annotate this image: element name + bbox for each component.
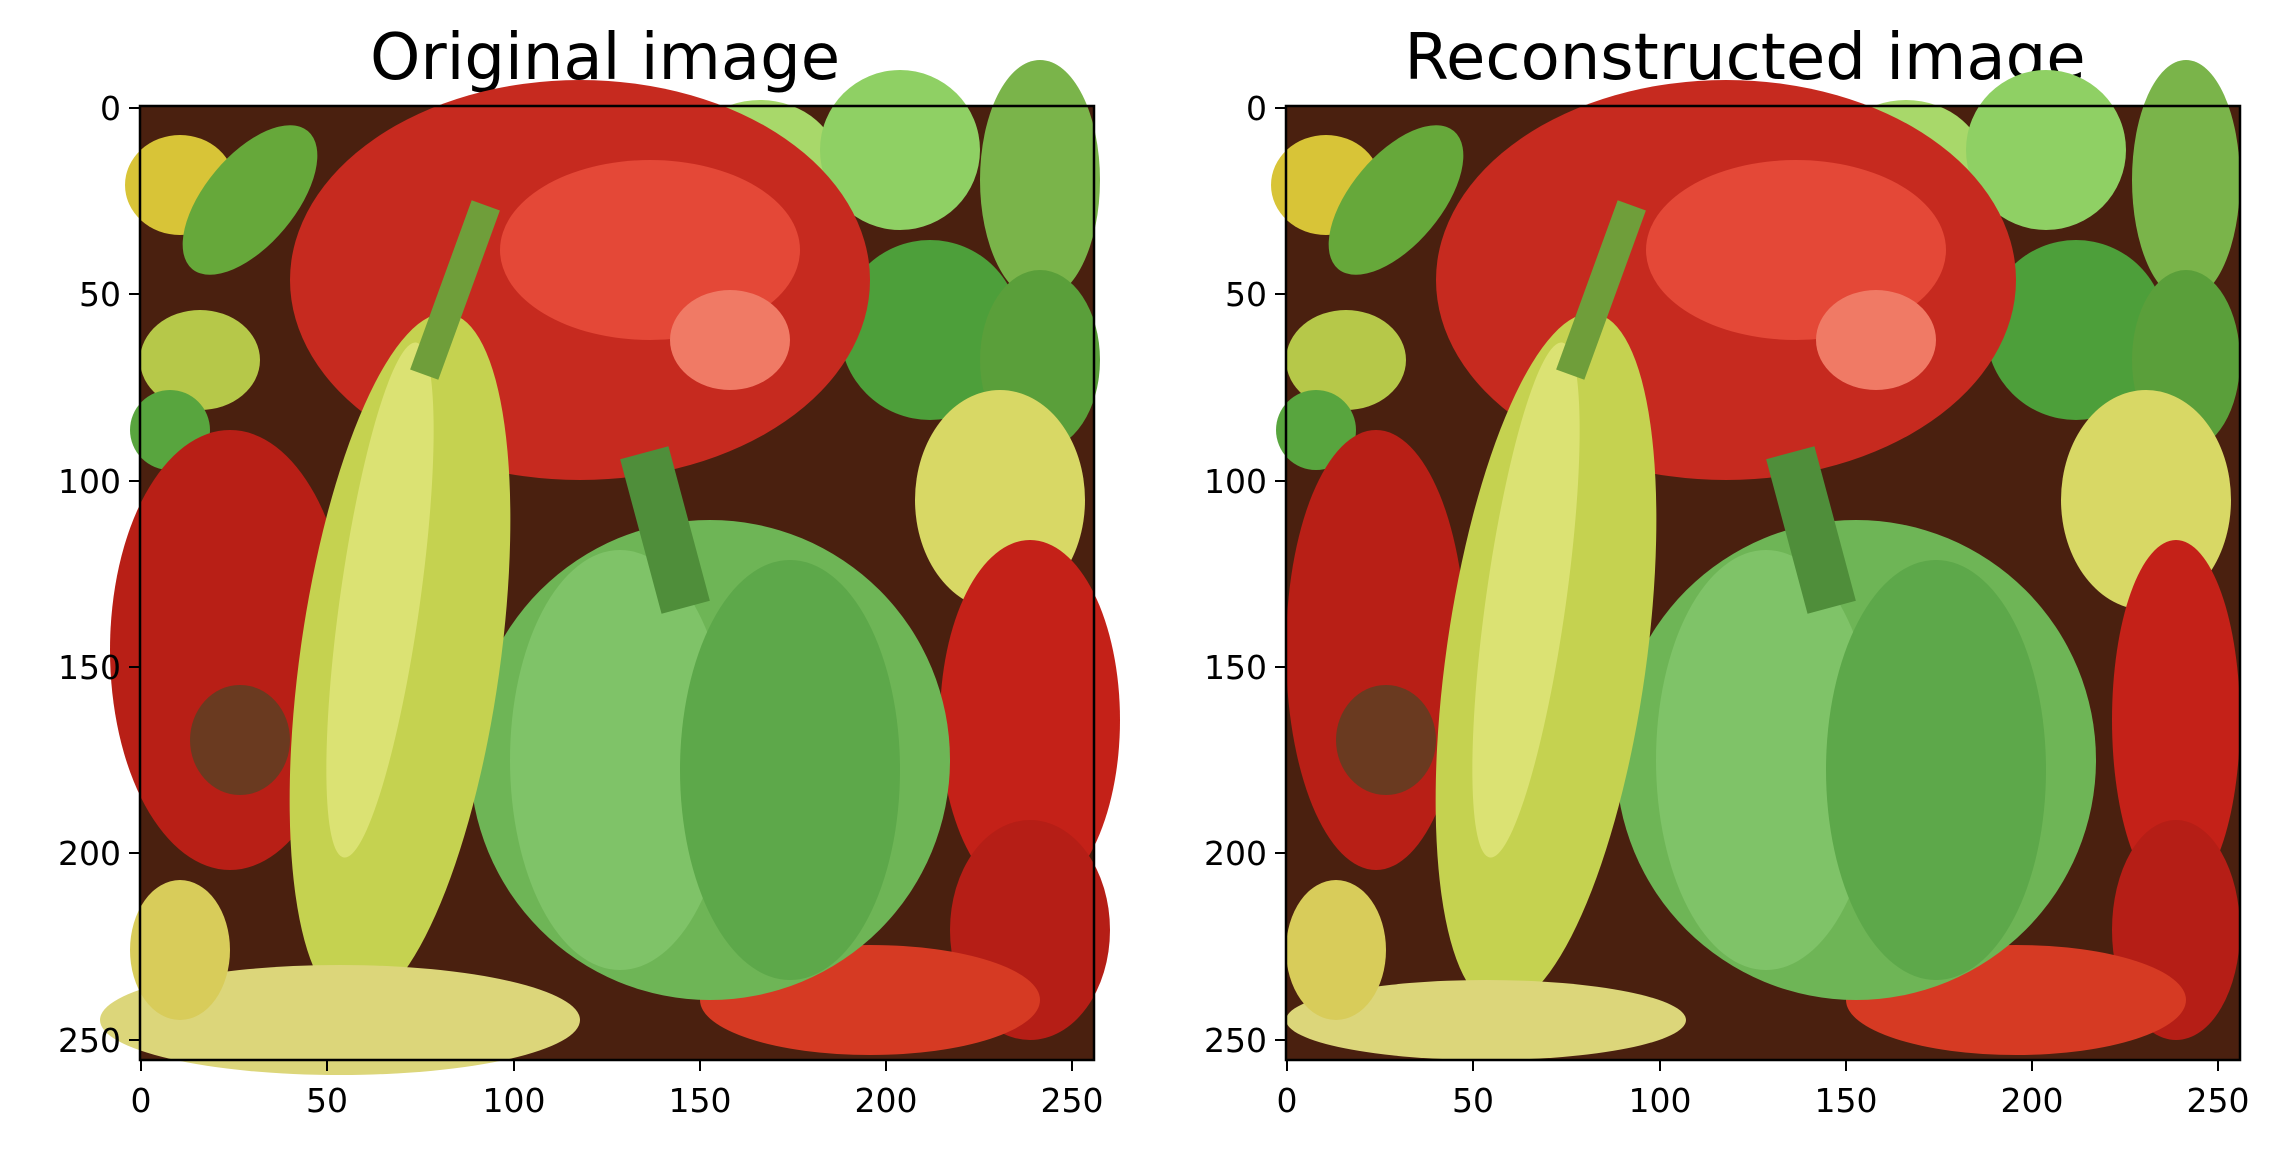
original-image-panel: Original image xyxy=(0,0,1130,1159)
x-tick-label: 100 xyxy=(483,1081,546,1120)
y-tick-label: 150 xyxy=(1204,648,1267,687)
x-tick-label: 250 xyxy=(1041,1081,1104,1120)
y-tick-label: 100 xyxy=(1204,462,1267,501)
y-tick-label: 250 xyxy=(1204,1021,1267,1060)
x-tick-label: 200 xyxy=(2001,1081,2064,1120)
original-y-ticks: 0 50 100 150 200 250 xyxy=(58,89,140,1060)
reconstructed-peppers-image xyxy=(1271,60,2240,1060)
y-tick-label: 0 xyxy=(1246,89,1267,128)
y-tick-label: 50 xyxy=(79,275,121,314)
original-x-ticks: 0 50 100 150 200 250 xyxy=(131,1060,1104,1120)
x-tick-label: 0 xyxy=(131,1081,152,1120)
reconstructed-image-panel: Reconstructed image xyxy=(1140,0,2270,1159)
y-tick-label: 250 xyxy=(58,1021,121,1060)
y-tick-label: 200 xyxy=(58,834,121,873)
x-tick-label: 150 xyxy=(669,1081,732,1120)
x-tick-label: 50 xyxy=(1452,1081,1494,1120)
x-tick-label: 200 xyxy=(855,1081,918,1120)
y-tick-label: 150 xyxy=(58,648,121,687)
y-tick-label: 0 xyxy=(100,89,121,128)
x-tick-label: 150 xyxy=(1815,1081,1878,1120)
y-tick-label: 100 xyxy=(58,462,121,501)
x-tick-label: 50 xyxy=(306,1081,348,1120)
reconstructed-image-axes: 0 50 100 150 200 250 0 50 100 150 200 25… xyxy=(1204,60,2250,1120)
y-tick-label: 50 xyxy=(1225,275,1267,314)
x-tick-label: 100 xyxy=(1629,1081,1692,1120)
original-axes-frame xyxy=(138,104,1096,1062)
y-tick-label: 200 xyxy=(1204,834,1267,873)
original-peppers-image xyxy=(100,60,1120,1075)
x-tick-label: 250 xyxy=(2187,1081,2250,1120)
reconstructed-axes-frame xyxy=(1284,104,2242,1062)
x-tick-label: 0 xyxy=(1277,1081,1298,1120)
reconstructed-x-ticks: 0 50 100 150 200 250 xyxy=(1277,1060,2250,1120)
original-image-axes: 0 50 100 150 200 250 0 50 100 150 200 25… xyxy=(58,60,1120,1120)
reconstructed-y-ticks: 0 50 100 150 200 250 xyxy=(1204,89,1286,1060)
